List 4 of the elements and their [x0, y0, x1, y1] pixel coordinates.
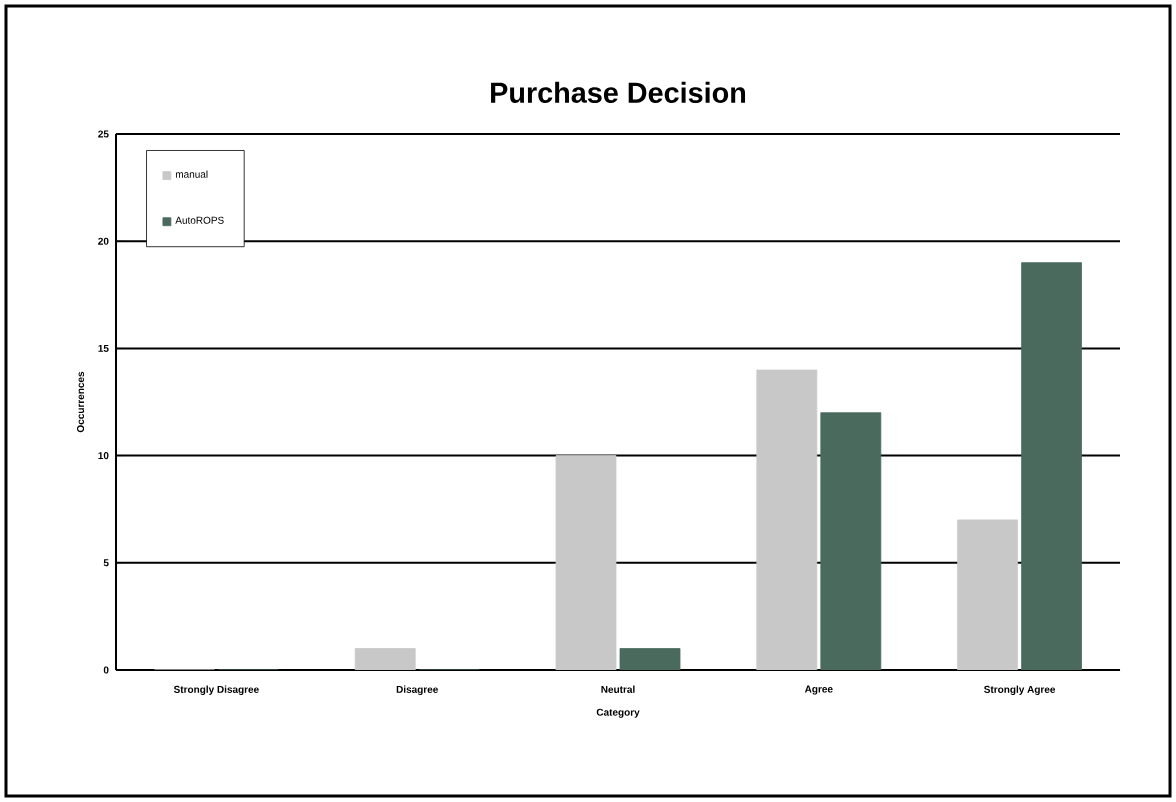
bar	[619, 648, 681, 670]
bar	[820, 412, 882, 670]
bar	[1021, 262, 1083, 670]
chart-title: Purchase Decision	[491, 81, 746, 103]
